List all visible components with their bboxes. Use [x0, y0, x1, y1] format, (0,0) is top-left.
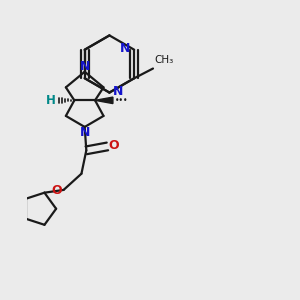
Text: N: N: [113, 85, 124, 98]
Text: N: N: [80, 60, 90, 73]
Text: N: N: [120, 42, 130, 55]
Text: •••: •••: [115, 95, 128, 104]
Text: O: O: [108, 139, 119, 152]
Text: O: O: [52, 184, 62, 197]
Text: H: H: [46, 94, 56, 106]
Text: N: N: [80, 126, 90, 139]
Polygon shape: [95, 97, 113, 103]
Text: CH₃: CH₃: [154, 55, 174, 65]
